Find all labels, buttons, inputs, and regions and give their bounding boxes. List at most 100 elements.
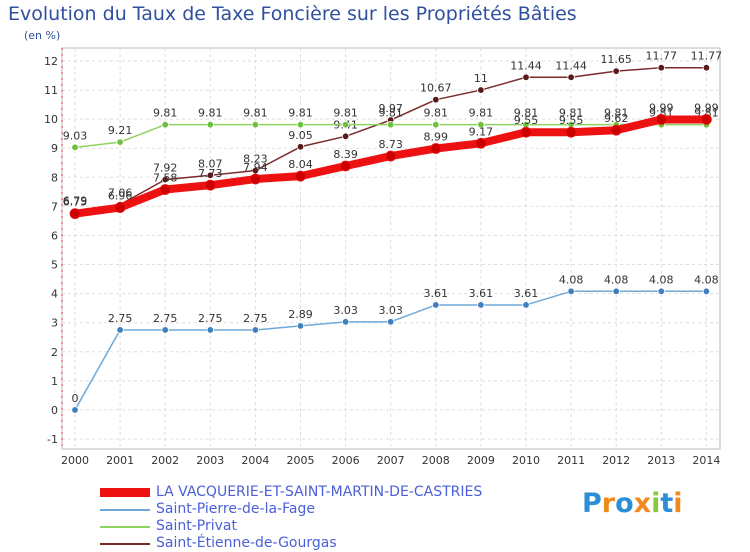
- data-point: [610, 124, 622, 136]
- data-label: 9.81: [559, 107, 584, 120]
- data-point: [657, 63, 665, 72]
- data-label: 6.96: [108, 190, 133, 203]
- chart-title: Evolution du Taux de Taxe Foncière sur l…: [8, 3, 577, 25]
- data-label: 8.99: [424, 131, 449, 144]
- logo-letter: P: [582, 488, 602, 519]
- data-label: 7.73: [198, 167, 223, 180]
- x-tick-label: 2003: [196, 454, 224, 467]
- y-tick-label: 4: [51, 288, 58, 301]
- data-point: [612, 67, 620, 75]
- data-point: [655, 114, 667, 125]
- data-label: 7.06: [108, 187, 133, 200]
- logo-letter: o: [615, 488, 634, 519]
- data-label: 9.81: [604, 107, 629, 120]
- data-label: 9.81: [514, 107, 539, 120]
- data-label: 11.77: [691, 50, 723, 63]
- data-point: [340, 160, 352, 172]
- data-point: [251, 326, 260, 334]
- data-label: 4.08: [694, 273, 719, 286]
- legend-swatch: [100, 488, 150, 497]
- data-point: [475, 137, 487, 149]
- logo-letter: i: [673, 488, 683, 519]
- proxiti-logo: Proxiti: [582, 488, 683, 519]
- data-point: [702, 287, 711, 295]
- data-point: [387, 318, 395, 326]
- data-point: [206, 326, 214, 334]
- y-tick-label: 10: [44, 113, 58, 126]
- data-point: [477, 301, 485, 309]
- data-point: [296, 322, 305, 330]
- data-label: 8.39: [333, 148, 358, 161]
- data-point: [161, 175, 169, 184]
- data-point: [432, 95, 440, 104]
- data-label: 11: [474, 72, 488, 85]
- data-point: [71, 143, 79, 152]
- data-label: 7.58: [153, 172, 178, 185]
- x-tick-label: 2014: [692, 454, 720, 467]
- data-label: 2.75: [243, 312, 268, 325]
- data-label: 9.21: [108, 124, 133, 137]
- data-point: [159, 184, 171, 195]
- data-point: [206, 171, 214, 179]
- data-label: 10.67: [420, 82, 452, 95]
- y-tick-label: -1: [47, 433, 58, 446]
- data-point: [701, 114, 712, 125]
- data-label: 9.62: [604, 112, 629, 125]
- data-label: 6.79: [63, 194, 88, 207]
- y-axis-unit: (en %): [24, 29, 61, 42]
- data-point: [432, 301, 440, 309]
- data-point: [430, 143, 442, 154]
- data-label: 4.08: [604, 273, 629, 286]
- data-point: [295, 170, 306, 182]
- x-tick-label: 2002: [151, 454, 179, 467]
- data-label: 3.61: [424, 287, 449, 300]
- x-tick-label: 2005: [287, 454, 315, 467]
- y-tick-label: 7: [51, 200, 58, 213]
- legend-swatch: [100, 543, 150, 545]
- data-point: [657, 287, 665, 295]
- x-tick-label: 2010: [512, 454, 540, 467]
- data-label: 3.61: [469, 287, 494, 300]
- data-label: 2.75: [198, 312, 223, 325]
- data-label: 9.81: [469, 107, 494, 120]
- data-point: [341, 318, 350, 326]
- data-label: 9.03: [63, 129, 88, 142]
- data-label: 4.08: [649, 273, 674, 286]
- data-point: [341, 132, 350, 141]
- data-label: 9.81: [153, 107, 178, 120]
- data-point: [249, 173, 261, 185]
- legend-swatch: [100, 509, 150, 511]
- data-label: 7.92: [153, 162, 178, 175]
- data-label: 9.97: [378, 102, 403, 115]
- y-tick-label: 0: [51, 404, 58, 417]
- data-point: [161, 326, 169, 334]
- logo-letter: i: [651, 488, 661, 519]
- data-label: 8.23: [243, 153, 268, 166]
- data-label: 2.89: [288, 308, 313, 321]
- logo-letter: t: [660, 488, 674, 519]
- data-point: [565, 126, 577, 138]
- data-point: [296, 143, 305, 151]
- data-point: [477, 86, 485, 94]
- data-label: 3.03: [333, 304, 358, 317]
- data-label: 2.75: [108, 312, 133, 325]
- data-point: [161, 120, 169, 129]
- data-label: 3.03: [378, 304, 403, 317]
- data-point: [477, 120, 485, 129]
- x-tick-label: 2000: [61, 454, 89, 467]
- data-label: 9.81: [424, 107, 449, 120]
- x-tick-label: 2001: [106, 454, 134, 467]
- data-label: 6.75: [63, 196, 88, 209]
- data-point: [520, 126, 532, 138]
- x-tick-label: 2007: [377, 454, 405, 467]
- data-label: 7.94: [243, 161, 268, 174]
- data-label: 4.08: [559, 273, 584, 286]
- data-point: [702, 63, 711, 72]
- data-label: 9.55: [514, 114, 539, 127]
- data-point: [71, 406, 79, 414]
- data-label: 9.99: [649, 101, 674, 114]
- y-tick-label: 9: [51, 142, 58, 155]
- data-label: 11.44: [510, 59, 542, 72]
- data-point: [612, 287, 620, 295]
